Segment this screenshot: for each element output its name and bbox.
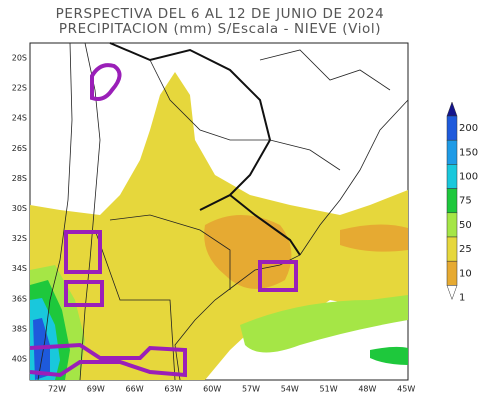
precip-area xyxy=(240,295,408,353)
lon-label: 51W xyxy=(320,385,338,394)
lon-label: 45W xyxy=(397,385,415,394)
legend-swatch xyxy=(446,139,458,165)
border xyxy=(109,42,272,211)
snow-contour xyxy=(64,230,102,274)
border xyxy=(229,194,301,256)
legend-label: 50 xyxy=(459,220,472,231)
legend-label: 75 xyxy=(459,196,472,207)
border xyxy=(149,59,270,141)
legend-swatch xyxy=(446,260,458,286)
lat-label: 30S xyxy=(12,204,27,213)
coast xyxy=(174,99,409,381)
precip-area xyxy=(204,215,292,289)
province-line xyxy=(94,214,231,381)
lon-label: 66W xyxy=(126,385,144,394)
lat-label: 26S xyxy=(12,144,27,153)
lon-label: 54W xyxy=(281,385,299,394)
legend-swatch xyxy=(446,212,458,238)
legend-label: 100 xyxy=(459,172,478,183)
legend-label: 10 xyxy=(459,268,472,279)
legend-label: 25 xyxy=(459,244,472,255)
lon-label: 60W xyxy=(203,385,221,394)
title-line: PRECIPITACION (mm) S/Escala - NIEVE (Vio… xyxy=(59,21,381,37)
coast xyxy=(37,42,73,381)
lon-label: 48W xyxy=(358,385,376,394)
lat-label: 22S xyxy=(12,84,27,93)
legend-label: 150 xyxy=(459,147,478,158)
lat-label: 20S xyxy=(12,54,27,63)
lat-label: 34S xyxy=(12,264,27,273)
lat-label: 36S xyxy=(12,294,27,303)
title-line: PERSPECTIVA DEL 6 AL 12 DE JUNIO DE 2024 xyxy=(56,6,385,22)
border xyxy=(79,42,101,381)
legend-swatch xyxy=(446,115,458,141)
lon-label: 63W xyxy=(164,385,182,394)
precip-area xyxy=(370,346,408,365)
lon-label: 72W xyxy=(48,385,66,394)
precip-area xyxy=(340,224,408,252)
snow-contour xyxy=(90,63,122,101)
lat-label: 40S xyxy=(12,355,27,364)
legend-swatch xyxy=(446,164,458,189)
lon-axis: 72W 69W 66W 63W 60W 57W 54W 51W 48W 45W xyxy=(48,385,415,394)
snow-contour xyxy=(29,342,187,378)
legend-label: 1 xyxy=(459,293,465,304)
lat-label: 32S xyxy=(12,234,27,243)
lat-label: 28S xyxy=(12,174,27,183)
legend-label: 200 xyxy=(459,123,478,134)
legend-swatch xyxy=(446,188,458,214)
legend-arrow xyxy=(446,101,458,117)
legend-swatch xyxy=(446,236,458,262)
lat-axis: 20S 22S 24S 26S 28S 30S 32S 34S 36S 38S 40S xyxy=(12,54,27,364)
province-line xyxy=(259,49,391,171)
color-legend: 200 150 100 75 50 25 10 1 xyxy=(446,101,478,304)
lon-label: 57W xyxy=(242,385,260,394)
lon-label: 69W xyxy=(87,385,105,394)
snow-contour xyxy=(64,280,104,307)
snow-contour xyxy=(258,260,298,292)
lat-label: 24S xyxy=(12,114,27,123)
lat-label: 38S xyxy=(12,324,27,333)
legend-arrow xyxy=(446,285,458,301)
map xyxy=(29,42,409,381)
